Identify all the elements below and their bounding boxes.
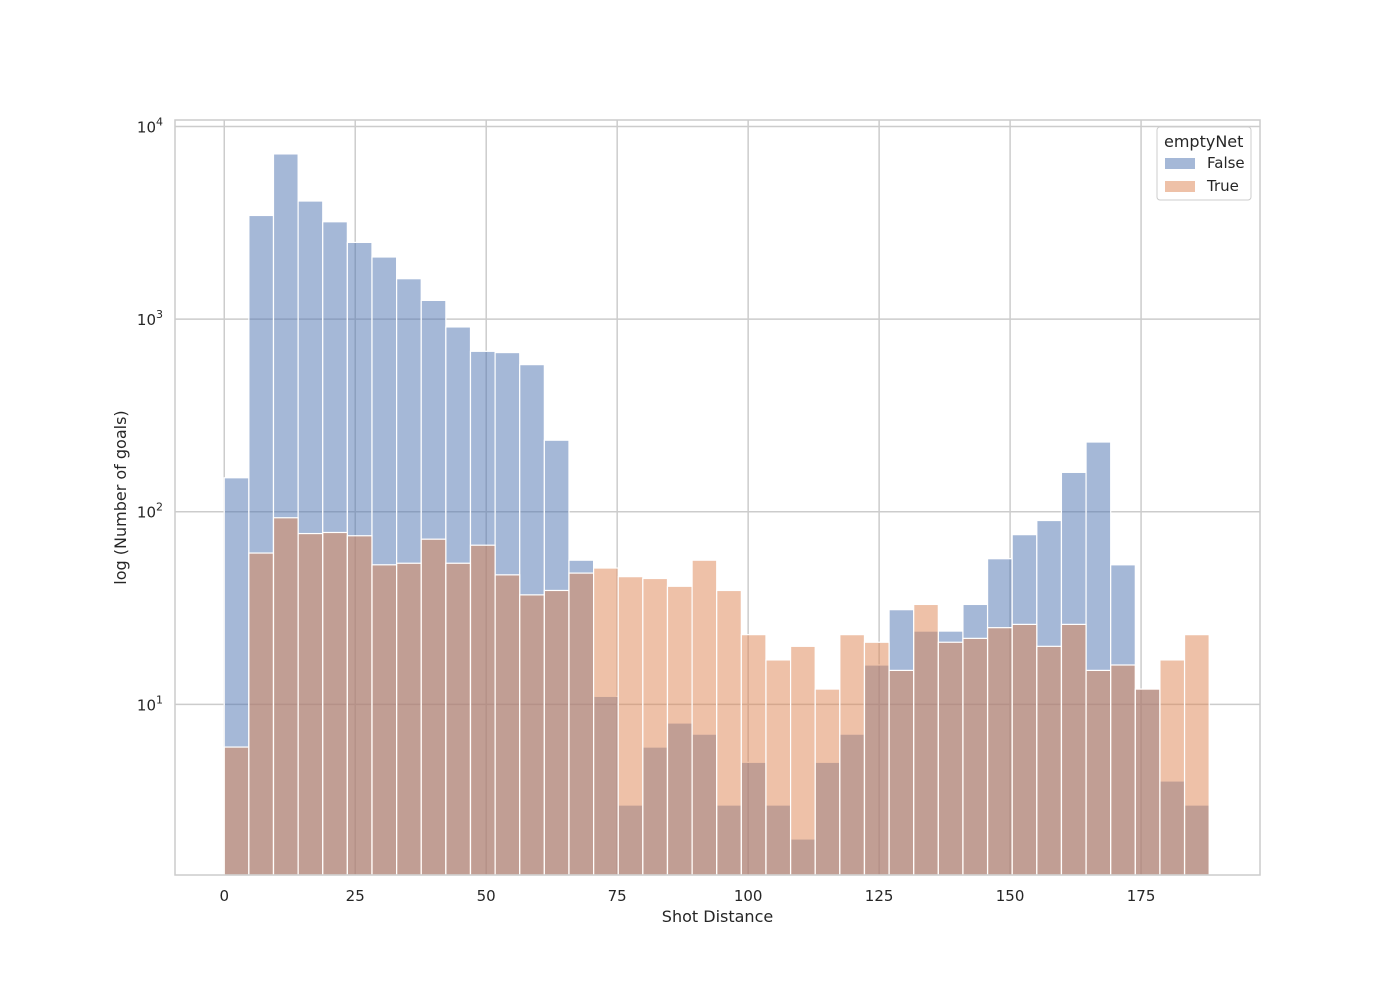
x-tick-label: 50	[477, 887, 496, 905]
bar-true	[1011, 623, 1038, 876]
bar-true	[814, 688, 841, 876]
bar-true	[913, 603, 939, 876]
bar-true	[888, 669, 915, 876]
bar-true	[962, 637, 989, 876]
bar-true	[519, 594, 545, 876]
x-tick-label: 175	[1127, 887, 1156, 905]
bar-true	[691, 559, 718, 876]
legend-swatch-true	[1165, 181, 1195, 192]
legend-title: emptyNet	[1164, 132, 1243, 151]
y-tick-label: 102	[137, 501, 163, 522]
legend: emptyNet False True	[1156, 126, 1252, 201]
plot-frame	[174, 119, 1261, 876]
bar-true	[1060, 623, 1087, 876]
bar-true	[1134, 688, 1161, 876]
x-tick-label: 0	[219, 887, 229, 905]
bar-true	[297, 532, 324, 876]
bar-true	[272, 517, 299, 876]
y-tick-label: 104	[137, 115, 163, 136]
bar-true	[248, 552, 275, 876]
bar-true	[1159, 659, 1186, 876]
bar-true	[666, 585, 693, 876]
x-tick-label: 75	[608, 887, 627, 905]
bar-true	[494, 574, 521, 876]
bar-true	[322, 531, 348, 876]
bar-true	[937, 641, 964, 876]
bar-true	[617, 576, 644, 876]
bar-true	[445, 562, 472, 876]
bar-true	[1036, 645, 1063, 876]
bar-true	[740, 634, 767, 876]
bar-true	[1085, 669, 1112, 876]
bar-true	[839, 634, 866, 876]
x-tick-label: 25	[346, 887, 365, 905]
bar-true	[469, 544, 496, 876]
legend-label-false: False	[1207, 154, 1245, 172]
bar-true	[863, 641, 890, 876]
bar-true	[1183, 634, 1210, 876]
histogram-bars	[223, 153, 1210, 876]
bar-true	[346, 535, 373, 876]
bar-true	[789, 645, 816, 876]
y-tick-label: 103	[137, 308, 163, 329]
x-axis-label: Shot Distance	[662, 907, 773, 926]
x-axis-ticks: 0 25 50 75 100 125 150 175	[219, 887, 1155, 905]
bar-true	[543, 589, 570, 876]
bar-true	[568, 572, 595, 876]
bar-true	[592, 567, 619, 876]
series-true	[223, 517, 1210, 876]
bar-true	[716, 589, 742, 876]
x-tick-label: 125	[865, 887, 894, 905]
bar-true	[986, 627, 1013, 876]
bar-true	[1110, 664, 1136, 876]
legend-entries: False True	[1165, 154, 1245, 195]
bar-true	[371, 564, 398, 876]
y-axis-ticks: 101 102 103 104	[137, 115, 163, 714]
bar-true	[420, 538, 447, 876]
x-tick-label: 150	[996, 887, 1025, 905]
bar-true	[642, 577, 669, 876]
legend-swatch-false	[1165, 158, 1195, 169]
bar-true	[223, 746, 250, 876]
bar-true	[396, 562, 422, 876]
legend-label-true: True	[1206, 177, 1239, 195]
x-tick-label: 100	[734, 887, 763, 905]
y-tick-label: 101	[137, 693, 163, 714]
y-axis-label: log (Number of goals)	[111, 410, 130, 584]
bar-true	[765, 659, 792, 876]
